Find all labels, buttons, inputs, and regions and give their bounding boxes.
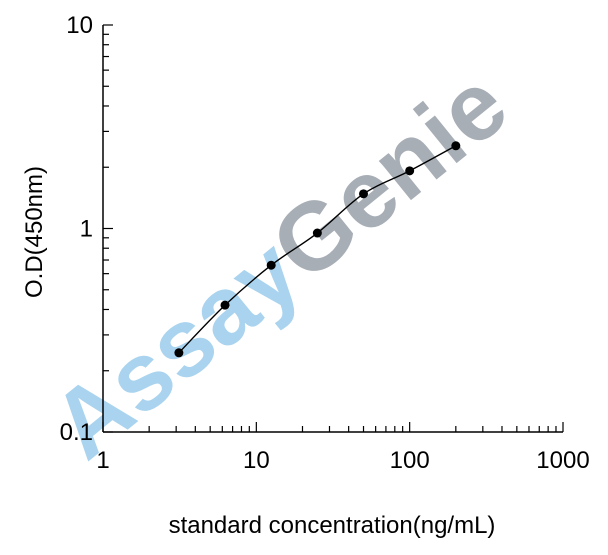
- data-point: [266, 260, 276, 270]
- x-tick-label: 10: [243, 447, 270, 474]
- data-point: [359, 189, 369, 199]
- x-tick-label: 1: [96, 447, 109, 474]
- watermark-part-genie: Genie: [252, 50, 527, 301]
- data-point: [451, 141, 461, 151]
- y-tick-label: 10: [66, 12, 93, 39]
- svg-text:AssayGenie: AssayGenie: [32, 50, 527, 479]
- data-point: [405, 166, 415, 176]
- ticks: [102, 24, 564, 433]
- y-tick-label: 1: [80, 216, 93, 243]
- x-tick-label: 1000: [536, 447, 589, 474]
- data-point: [174, 348, 184, 358]
- data-point: [220, 300, 230, 310]
- y-tick-label: 0.1: [60, 419, 93, 446]
- watermark: AssayGenie: [32, 50, 527, 479]
- x-tick-label: 100: [390, 447, 430, 474]
- series: [174, 141, 461, 358]
- data-point: [312, 228, 322, 238]
- x-axis-title: standard concentration(ng/mL): [169, 512, 496, 539]
- y-axis-title: O.D(450nm): [21, 166, 48, 298]
